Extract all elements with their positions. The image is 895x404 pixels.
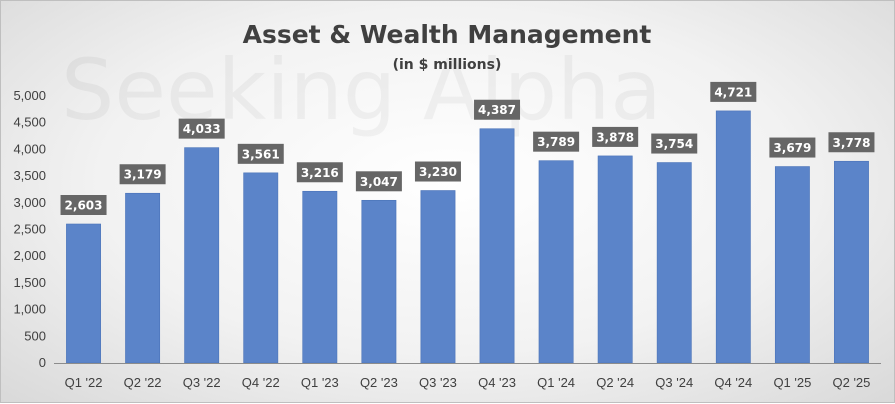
data-label-box: [533, 131, 580, 152]
y-axis: 0 500 1,000 1,500 2,000 2,500 3,000 3,500 4,000 4…: [13, 88, 46, 370]
x-axis: Q1 '22 Q2 '22 Q3 '22 Q4 '22 Q1 '23 Q2 '23 Q3 '…: [54, 363, 881, 390]
data-label-box: [651, 133, 698, 154]
bar: [420, 190, 456, 364]
data-label: 4,721: [714, 85, 752, 99]
data-label-box: [414, 161, 461, 182]
data-label: 3,216: [301, 166, 339, 180]
data-label-box: [474, 99, 521, 120]
data-label: 2,603: [65, 198, 103, 212]
bar: [656, 162, 692, 364]
x-tick-label: Q4 '22: [242, 375, 280, 390]
data-label-box: [828, 132, 875, 153]
x-tick-label: Q1 '23: [301, 375, 339, 390]
x-tick-label: Q3 '24: [655, 375, 693, 390]
x-tick-label: Q3 '23: [419, 375, 457, 390]
x-tick-label: Q2 '22: [124, 375, 162, 390]
data-label: 3,230: [419, 165, 457, 179]
bar: [243, 172, 279, 364]
bar: [774, 166, 810, 364]
data-label: 3,047: [360, 175, 398, 189]
data-label: 4,033: [183, 122, 221, 136]
x-tick-label: Q4 '24: [714, 375, 752, 390]
x-tick-label: Q2 '24: [596, 375, 634, 390]
x-tick-label: Q2 '25: [833, 375, 871, 390]
x-tick-label: Q2 '23: [360, 375, 398, 390]
bar-series: [66, 110, 869, 364]
bar: [361, 199, 397, 364]
y-tick-label: 2,500: [13, 222, 46, 237]
data-label-box: [710, 81, 757, 102]
y-tick-label: 2,000: [13, 248, 46, 263]
y-tick-label: 3,500: [13, 168, 46, 183]
data-label-box: [119, 164, 166, 185]
y-tick-label: 500: [24, 328, 46, 343]
bar: [66, 223, 101, 364]
bar: [597, 155, 633, 364]
x-tick-label: Q3 '22: [183, 375, 221, 390]
data-label-box: [60, 194, 107, 215]
y-tick-label: 1,000: [13, 302, 46, 317]
data-label: 3,754: [655, 137, 693, 151]
bar: [125, 192, 161, 364]
x-tick-label: Q1 '22: [65, 375, 103, 390]
data-label-box: [769, 137, 816, 158]
data-label: 3,679: [773, 141, 811, 155]
data-label-box: [178, 118, 225, 139]
data-label: 4,387: [478, 103, 516, 117]
bar: [715, 110, 751, 364]
y-tick-label: 3,000: [13, 195, 46, 210]
bar: [834, 160, 869, 364]
y-tick-label: 1,500: [13, 275, 46, 290]
data-label-box: [296, 162, 343, 183]
data-label: 3,179: [124, 168, 162, 182]
y-tick-label: 4,000: [13, 141, 46, 156]
bar: [538, 160, 574, 364]
bar: [302, 190, 338, 364]
data-labels: 2,603 3,179 4,033 3,561 3,216 3,047 3,230 4,387…: [60, 81, 875, 215]
bar: [479, 128, 515, 364]
y-tick-label: 4,500: [13, 115, 46, 130]
chart-title: Asset & Wealth Management: [243, 20, 652, 49]
watermark-text: Seeking Alpha: [61, 41, 662, 139]
x-tick-label: Q1 '24: [537, 375, 575, 390]
chart-subtitle: (in $ millions): [393, 57, 502, 73]
data-label-box: [355, 171, 402, 192]
y-tick-label: 0: [39, 355, 46, 370]
data-label: 3,778: [832, 136, 870, 150]
data-label-box: [592, 126, 639, 147]
data-label: 3,878: [596, 130, 634, 144]
x-tick-label: Q4 '23: [478, 375, 516, 390]
data-label: 3,789: [537, 135, 575, 149]
data-label: 3,561: [242, 147, 280, 161]
data-label-box: [237, 143, 284, 164]
bar: [184, 147, 220, 364]
x-tick-label: Q1 '25: [773, 375, 811, 390]
y-tick-label: 5,000: [13, 88, 46, 103]
